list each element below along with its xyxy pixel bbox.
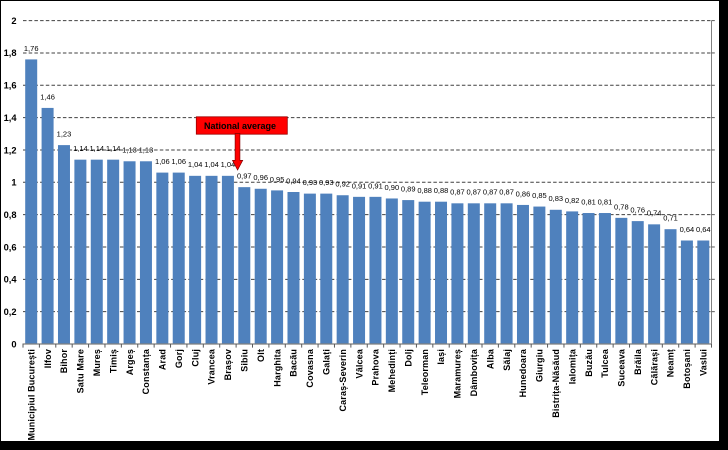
svg-text:Călărași: Călărași (649, 349, 659, 385)
svg-text:1,04: 1,04 (188, 160, 203, 169)
svg-text:Mureș: Mureș (92, 349, 102, 376)
svg-text:0,71: 0,71 (663, 214, 678, 223)
svg-text:0,97: 0,97 (237, 172, 252, 181)
svg-text:Bihor: Bihor (59, 349, 69, 374)
svg-text:Constanța: Constanța (141, 348, 151, 394)
svg-text:0,88: 0,88 (417, 186, 432, 195)
svg-text:Sălaj: Sălaj (502, 349, 512, 371)
svg-text:0,2: 0,2 (4, 307, 17, 317)
svg-text:National average: National average (204, 121, 276, 131)
svg-text:Galați: Galați (321, 349, 331, 375)
svg-text:Iași: Iași (436, 349, 446, 365)
svg-text:Neamț: Neamț (666, 349, 676, 377)
svg-text:Dâmbovița: Dâmbovița (469, 348, 479, 396)
svg-text:0,81: 0,81 (598, 197, 613, 206)
svg-text:0,86: 0,86 (516, 189, 531, 198)
svg-text:0,93: 0,93 (319, 178, 334, 187)
svg-text:Hunedoara: Hunedoara (518, 348, 528, 397)
svg-text:1,2: 1,2 (4, 145, 17, 155)
svg-text:Arad: Arad (158, 349, 168, 370)
svg-text:0,85: 0,85 (532, 191, 547, 200)
svg-text:1,04: 1,04 (204, 160, 219, 169)
svg-text:Satu Mare: Satu Mare (76, 349, 86, 393)
svg-text:Prahova: Prahova (371, 348, 381, 385)
svg-text:0,96: 0,96 (253, 173, 268, 182)
svg-text:Cluj: Cluj (190, 349, 200, 367)
svg-text:2: 2 (11, 16, 16, 26)
svg-text:0,91: 0,91 (368, 181, 383, 190)
svg-text:1,23: 1,23 (57, 130, 72, 139)
svg-text:0,87: 0,87 (450, 188, 465, 197)
svg-text:Ilfov: Ilfov (43, 349, 53, 368)
svg-text:0: 0 (11, 339, 16, 349)
svg-text:1,76: 1,76 (24, 44, 39, 53)
svg-text:1,13: 1,13 (139, 146, 154, 155)
svg-text:Municipiul București: Municipiul București (26, 349, 36, 441)
svg-text:Gorj: Gorj (174, 349, 184, 368)
svg-text:0,88: 0,88 (434, 186, 449, 195)
svg-text:0,83: 0,83 (548, 194, 563, 203)
svg-text:Sibiu: Sibiu (240, 349, 250, 372)
svg-text:Bistrița-Năsăud: Bistrița-Năsăud (551, 349, 561, 418)
svg-text:0,8: 0,8 (4, 210, 17, 220)
svg-text:Giurgiu: Giurgiu (535, 349, 545, 382)
svg-text:0,94: 0,94 (286, 176, 301, 185)
svg-text:0,92: 0,92 (335, 180, 350, 189)
svg-text:0,4: 0,4 (4, 275, 18, 285)
svg-text:Buzău: Buzău (584, 349, 594, 377)
svg-text:Argeș: Argeș (125, 349, 135, 375)
svg-text:1,8: 1,8 (4, 48, 17, 58)
svg-text:0,87: 0,87 (466, 188, 481, 197)
svg-text:1,14: 1,14 (73, 144, 88, 153)
svg-text:0,81: 0,81 (581, 197, 596, 206)
svg-text:1,14: 1,14 (106, 144, 121, 153)
svg-text:Suceava: Suceava (617, 348, 627, 386)
svg-text:0,6: 0,6 (4, 242, 17, 252)
svg-text:1: 1 (11, 178, 16, 188)
svg-text:Ialomița: Ialomița (567, 348, 577, 384)
svg-text:Teleorman: Teleorman (420, 349, 430, 395)
svg-text:Dolj: Dolj (403, 349, 413, 367)
svg-text:0,74: 0,74 (647, 209, 662, 218)
svg-text:0,90: 0,90 (385, 183, 400, 192)
svg-text:Harghita: Harghita (272, 348, 282, 387)
svg-text:0,78: 0,78 (614, 202, 629, 211)
svg-text:Mehedinți: Mehedinți (387, 349, 397, 392)
svg-text:0,91: 0,91 (352, 181, 367, 190)
svg-text:Olt: Olt (256, 349, 266, 362)
svg-text:1,13: 1,13 (122, 146, 137, 155)
svg-text:1,4: 1,4 (4, 113, 18, 123)
svg-text:Vâlcea: Vâlcea (354, 348, 364, 378)
svg-text:Vrancea: Vrancea (207, 348, 217, 384)
svg-text:1,06: 1,06 (171, 157, 186, 166)
svg-text:1,06: 1,06 (155, 157, 170, 166)
svg-text:Vaslui: Vaslui (699, 349, 709, 376)
svg-text:1,04: 1,04 (221, 160, 236, 169)
svg-text:Timiș: Timiș (108, 349, 118, 373)
svg-text:Botoșani: Botoșani (682, 349, 692, 389)
svg-text:0,89: 0,89 (401, 184, 416, 193)
svg-text:0,76: 0,76 (630, 206, 645, 215)
svg-text:0,64: 0,64 (680, 225, 695, 234)
svg-text:Caraș-Severin: Caraș-Severin (338, 349, 348, 412)
svg-text:0,87: 0,87 (499, 188, 514, 197)
svg-text:0,95: 0,95 (270, 175, 285, 184)
svg-text:1,14: 1,14 (89, 144, 104, 153)
svg-text:Brașov: Brașov (223, 349, 233, 380)
svg-text:0,87: 0,87 (483, 188, 498, 197)
svg-text:1,6: 1,6 (4, 81, 17, 91)
svg-text:1,46: 1,46 (40, 92, 55, 101)
svg-text:Alba: Alba (485, 348, 495, 369)
svg-text:Maramureș: Maramureș (453, 349, 463, 398)
svg-text:0,64: 0,64 (696, 225, 711, 234)
svg-text:0,93: 0,93 (303, 178, 318, 187)
svg-text:Covasna: Covasna (305, 348, 315, 387)
svg-text:0,82: 0,82 (565, 196, 580, 205)
svg-text:Brăila: Brăila (633, 348, 643, 375)
svg-text:Bacău: Bacău (289, 349, 299, 377)
svg-text:Tulcea: Tulcea (600, 348, 610, 378)
